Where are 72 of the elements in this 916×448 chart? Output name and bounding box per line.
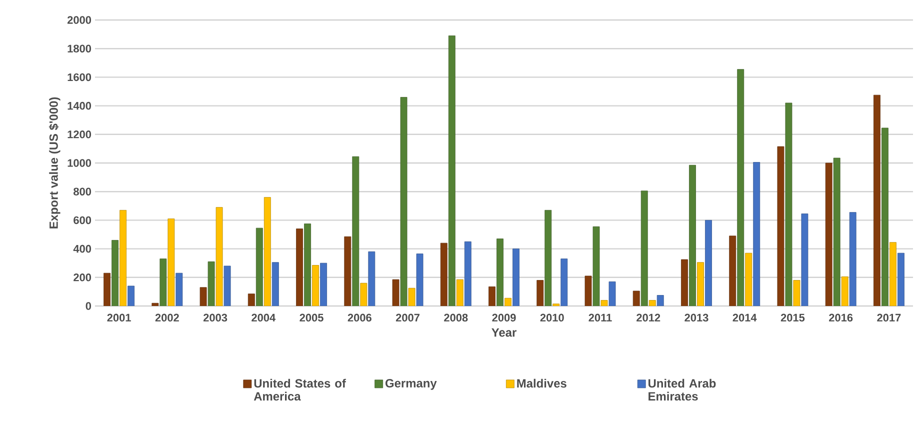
y-tick-label: 1000: [68, 159, 92, 167]
bar: [496, 238, 504, 306]
bar: [825, 162, 832, 306]
bar: [833, 158, 840, 306]
x-tick-label: 2009: [492, 314, 516, 322]
legend-label: United Arab Emirates: [648, 378, 716, 401]
x-tick-label: 2017: [877, 314, 901, 322]
bar: [352, 156, 360, 306]
bar: [512, 248, 520, 306]
bar: [344, 236, 352, 306]
y-tick-label: 1200: [68, 130, 92, 138]
bar: [560, 258, 568, 306]
y-tick-label: 400: [73, 244, 92, 253]
x-tick-label: 2003: [203, 314, 228, 322]
x-tick-label: 2002: [155, 314, 179, 322]
x-tick-label: 2016: [829, 314, 853, 322]
bar: [841, 276, 848, 306]
bar: [898, 252, 904, 306]
y-axis-title: Export value (US $'000): [48, 97, 60, 228]
x-tick-label: 2008: [444, 314, 468, 322]
x-tick-label: 2005: [300, 314, 324, 322]
x-tick-label: 2015: [780, 314, 805, 322]
bar: [849, 212, 856, 306]
bar: [368, 251, 376, 306]
bar: [464, 241, 472, 306]
y-tick-label: 0: [86, 302, 92, 310]
y-tick-label: 800: [74, 188, 92, 196]
bar: [320, 262, 327, 306]
bar: [705, 220, 712, 306]
bar: [120, 210, 127, 306]
x-tick-label: 2011: [588, 314, 612, 322]
y-tick-label: 1600: [68, 73, 92, 82]
bar: [440, 242, 448, 306]
bar: [112, 240, 119, 306]
bar: [264, 197, 271, 306]
x-axis-title: Year: [492, 328, 516, 337]
x-tick-label: 2007: [396, 314, 420, 322]
bar: [312, 265, 319, 306]
x-tick-label: 2014: [732, 314, 757, 322]
bar: [104, 272, 111, 306]
bar: [753, 162, 760, 306]
bar: [272, 262, 279, 306]
y-tick-label: 200: [74, 274, 92, 282]
bar: [256, 228, 263, 306]
bar: [296, 228, 303, 306]
x-tick-label: 2010: [540, 314, 564, 322]
bar: [689, 164, 696, 306]
bar: [890, 242, 896, 306]
x-tick-label: 2004: [252, 314, 276, 322]
bar: [697, 262, 704, 306]
bar: [640, 190, 648, 306]
bar: [874, 94, 880, 306]
bar: [536, 280, 544, 306]
legend-label: Maldives: [517, 378, 566, 388]
bar: [882, 128, 888, 306]
legend-label: United States of America: [254, 378, 346, 401]
bar: [737, 69, 744, 306]
bar: [729, 236, 736, 306]
bar: [745, 252, 752, 306]
bar: [304, 224, 311, 306]
y-tick-label: 2000: [67, 16, 92, 24]
x-tick-label: 2012: [636, 314, 660, 322]
bar: [544, 210, 552, 306]
legend-label: Germany: [385, 378, 437, 390]
y-tick-label: 600: [74, 216, 92, 224]
y-tick-label: 1800: [68, 44, 92, 52]
x-tick-label: 2013: [684, 314, 708, 322]
bar: [681, 259, 688, 306]
bar: [448, 36, 456, 306]
x-tick-label: 2001: [107, 314, 131, 322]
x-tick-label: 2006: [348, 314, 372, 322]
y-tick-label: 1400: [68, 102, 92, 110]
